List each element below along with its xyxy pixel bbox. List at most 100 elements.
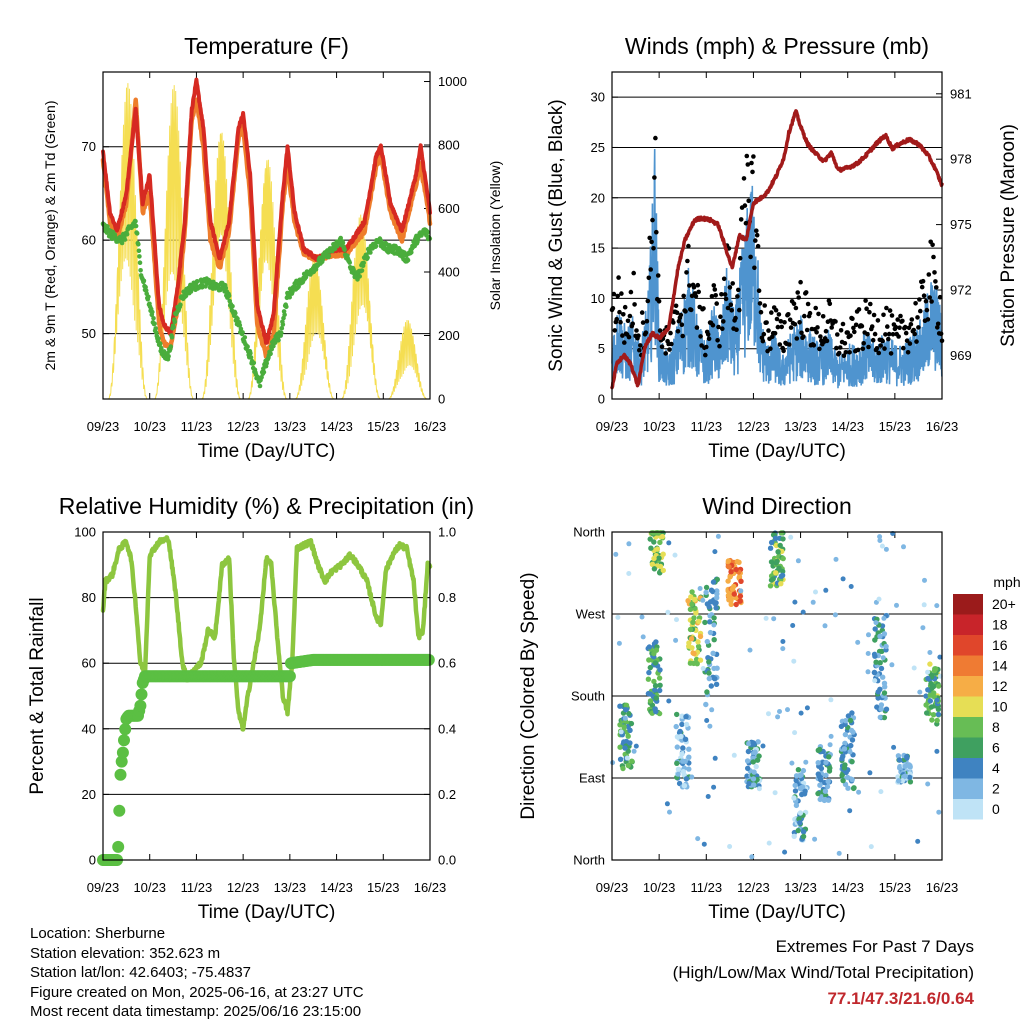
wind-direction-point	[613, 551, 619, 557]
wind-direction-point	[745, 748, 752, 755]
wind-direction-point	[683, 714, 689, 720]
wind-direction-point	[782, 849, 788, 855]
gust-point	[663, 351, 668, 356]
wind-direction-point	[891, 744, 897, 750]
gust-point	[717, 343, 722, 349]
wind-direction-point	[921, 602, 927, 608]
gust-point	[878, 343, 883, 348]
wind-direction-point	[617, 722, 623, 728]
wind-direction-point	[934, 748, 940, 754]
wind-direction-point	[649, 561, 656, 567]
wind-direction-point	[879, 543, 885, 549]
wind-direction-point	[822, 623, 828, 629]
wind-direction-point	[865, 651, 871, 656]
winds-pressure-chart: Winds (mph) & Pressure (mb) Time (Day/UTC…	[546, 33, 1019, 462]
wind-direction-point	[689, 601, 695, 607]
gust-point	[733, 315, 738, 321]
wind-direction-point	[747, 647, 753, 653]
wind-direction-point	[878, 702, 885, 708]
wind-direction-point	[712, 755, 718, 761]
dewpoint-point	[153, 326, 158, 331]
gust-point	[742, 203, 748, 208]
gust-point	[887, 308, 893, 313]
solar-insolation-line	[341, 214, 381, 400]
wind-direction-point	[615, 614, 621, 620]
y-tick-label: 10	[591, 291, 605, 306]
gust-point	[639, 310, 645, 315]
wind-direction-point	[680, 745, 686, 751]
gust-point	[712, 287, 718, 292]
gust-point	[866, 344, 871, 350]
wind-direction-point	[880, 674, 886, 680]
wind-direction-point	[626, 541, 632, 547]
gust-point	[649, 239, 654, 245]
wind-direction-point	[911, 665, 917, 671]
gust-point	[743, 220, 749, 226]
y-tick-label: North	[573, 853, 605, 868]
x-tick-label: 10/23	[643, 880, 676, 895]
wind-direction-point	[752, 749, 758, 755]
gust-point	[900, 318, 905, 324]
dewpoint-point	[340, 240, 346, 245]
wind-direction-point	[657, 563, 664, 570]
gust-point	[754, 232, 760, 238]
legend-label: 20+	[992, 596, 1016, 612]
y2-tick-label: 800	[438, 138, 460, 153]
wind-direction-point	[902, 773, 908, 779]
x-tick-label: 09/23	[87, 880, 120, 895]
wind-direction-point	[623, 707, 629, 713]
gust-point	[632, 302, 637, 307]
gust-point	[885, 324, 890, 329]
wind-direction-point	[711, 637, 717, 643]
wind-direction-point	[686, 754, 692, 760]
wind-direction-point	[849, 776, 855, 783]
dewpoint-point	[361, 260, 367, 266]
wind-direction-point	[745, 765, 751, 771]
gust-point	[935, 325, 940, 330]
wind-direction-point	[703, 584, 710, 591]
wind-direction-point	[652, 687, 658, 693]
y-tick-label: West	[576, 607, 606, 622]
y2-tick-label: 1000	[438, 74, 467, 89]
wind-direction-point	[689, 589, 695, 595]
wind-direction-point	[856, 789, 862, 795]
gust-point	[757, 301, 763, 306]
wind-direction-point	[777, 542, 783, 549]
y2-tick-label: 0.8	[438, 590, 456, 605]
wind-direction-point	[841, 765, 848, 771]
gust-point	[778, 319, 784, 324]
gust-point	[916, 325, 921, 330]
wind-direction-point	[622, 715, 628, 721]
wind-direction-point	[922, 577, 927, 583]
gust-point	[611, 291, 617, 297]
wind-direction-point	[795, 558, 801, 564]
gust-point	[675, 329, 681, 334]
wind-direction-point	[826, 754, 832, 760]
gust-point	[729, 308, 734, 313]
wind-direction-point	[646, 669, 652, 676]
dewpoint-point	[156, 336, 161, 341]
gust-point	[787, 342, 792, 347]
gust-point	[634, 328, 639, 333]
legend-swatch	[953, 614, 983, 635]
x-tick-label: 15/23	[879, 419, 912, 434]
wind-direction-point	[925, 669, 931, 675]
precipitation-point	[135, 688, 148, 701]
y-axis-label: Direction (Colored By Speed)	[518, 572, 539, 819]
gust-point	[631, 270, 636, 276]
wind-direction-point	[640, 634, 646, 640]
wind-direction-point	[680, 769, 687, 775]
gust-point	[617, 309, 622, 315]
dewpoint-point	[282, 312, 287, 318]
dewpoint-point	[172, 319, 178, 325]
dewpoint-point	[136, 242, 141, 247]
wind-direction-point	[803, 759, 809, 765]
x-tick-label: 13/23	[274, 880, 307, 895]
wind-direction-point	[666, 540, 672, 546]
gust-point	[696, 289, 701, 295]
wind-direction-point	[737, 598, 743, 604]
wind-direction-point	[686, 746, 692, 752]
wind-direction-point	[841, 746, 848, 752]
wind-direction-point	[845, 713, 852, 719]
wind-direction-point	[749, 854, 755, 860]
